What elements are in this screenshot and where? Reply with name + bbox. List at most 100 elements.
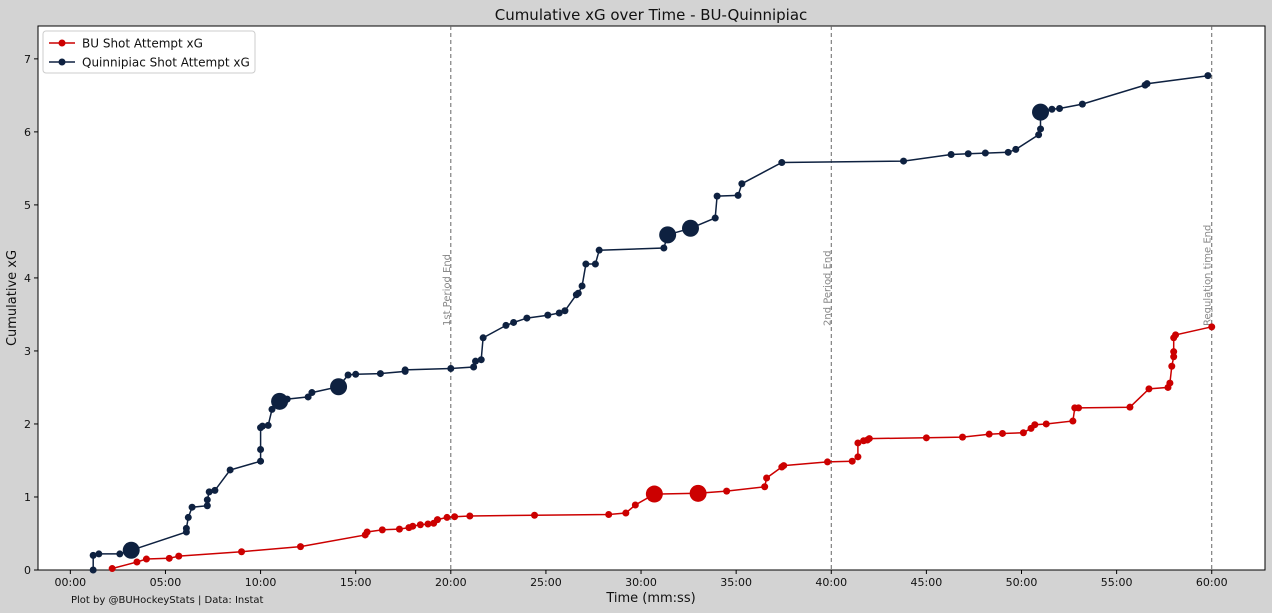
series-2-point (1143, 80, 1151, 88)
series-2-point (352, 370, 360, 378)
series-1-point (443, 513, 451, 521)
series-1-point (985, 430, 993, 438)
period-line-label-1: 1st Period End (442, 254, 453, 326)
series-2-point (308, 389, 316, 397)
series-2-point (344, 371, 352, 379)
x-tick-label: 20:00 (435, 576, 467, 589)
series-2-point (561, 307, 569, 315)
series-1-point (1208, 323, 1216, 331)
series-1-point (416, 521, 424, 529)
series-2-point (1056, 105, 1064, 113)
series-1-point (1019, 429, 1027, 437)
series-1-point (531, 511, 539, 519)
series-2-point (268, 405, 276, 413)
series-1-point (395, 525, 403, 533)
series-2-point (376, 370, 384, 378)
series-2-point (595, 246, 603, 254)
series-2-point (1204, 72, 1212, 80)
series-1-point (142, 555, 150, 563)
series-1-point (133, 558, 141, 566)
series-2-point (211, 486, 219, 494)
series-1-point (1166, 379, 1174, 387)
series-1-point (1172, 331, 1180, 339)
series-1-point (723, 487, 731, 495)
legend-label-1: BU Shot Attempt xG (82, 37, 203, 51)
period-line-label-3: Regulation time End (1203, 225, 1214, 326)
series-2-point (713, 192, 721, 200)
y-tick-label: 7 (24, 53, 31, 66)
period-lines: 1st Period End 2nd Period End Regulation t… (442, 26, 1214, 570)
legend-box (42, 30, 256, 74)
series-2-point (470, 363, 478, 371)
series-2-point (659, 226, 677, 244)
series-1-point (297, 543, 305, 551)
series-2-point (226, 466, 234, 474)
legend-marker-2 (58, 58, 66, 66)
series-2-point (555, 309, 563, 317)
series-2-point (203, 502, 211, 510)
series-2-point (660, 244, 668, 252)
series-2-point (184, 513, 192, 521)
series-1-point (238, 548, 246, 556)
x-tick-label: 05:00 (150, 576, 182, 589)
y-tick-label: 5 (24, 199, 31, 212)
y-axis-label: Cumulative xG (5, 250, 20, 346)
series-2-point (264, 421, 272, 429)
x-tick-label: 30:00 (625, 576, 657, 589)
series-2-point (271, 392, 289, 410)
series-2-point (477, 356, 485, 364)
series-2-point (122, 541, 140, 559)
y-tick-label: 6 (24, 126, 31, 139)
series-2-point (734, 191, 742, 199)
series-2-point (510, 318, 518, 326)
series-1-point (108, 565, 116, 573)
y-tick-label: 4 (24, 272, 31, 285)
series-2-point (116, 550, 124, 558)
series-2-point (203, 496, 211, 504)
series-2-point (1012, 145, 1020, 153)
series-layer (89, 72, 1216, 574)
series-1-point (424, 520, 432, 528)
series-1-point (848, 457, 856, 465)
series-2-point (95, 550, 103, 558)
series-2-point (258, 422, 266, 430)
series-2-point (711, 214, 719, 222)
series-1-point (1145, 385, 1153, 393)
series-1-point (1042, 420, 1050, 428)
series-1-point (959, 433, 967, 441)
plot-area (37, 25, 1266, 571)
series-2-point (283, 395, 291, 403)
legend-marker-1 (58, 39, 66, 47)
series-1-point (823, 458, 831, 466)
series-1-point (466, 512, 474, 520)
series-2-point (900, 157, 908, 165)
series-1-point (605, 511, 613, 519)
series-1-point (622, 509, 630, 517)
series-2-point (574, 289, 582, 297)
series-2-point (1032, 103, 1050, 121)
x-tick-label: 50:00 (1006, 576, 1038, 589)
series-2-point (738, 180, 746, 188)
period-line-label-2: 2nd Period End (822, 250, 833, 326)
series-1-point (780, 462, 788, 470)
x-tick-label: 45:00 (911, 576, 943, 589)
series-1-point (854, 439, 862, 447)
series-2-point (582, 260, 590, 268)
y-tick-label: 1 (24, 491, 31, 504)
series-1-point (1075, 404, 1083, 412)
y-tick-label: 3 (24, 345, 31, 358)
series-2-point (964, 150, 972, 158)
x-tick-label: 35:00 (720, 576, 752, 589)
series-2-point (591, 260, 599, 268)
chart-title: Cumulative xG over Time - BU-Quinnipiac (495, 6, 808, 24)
series-2-point (205, 488, 213, 496)
series-2-point (544, 311, 552, 319)
series-2-point (778, 159, 786, 167)
series-2-point (1037, 125, 1045, 133)
series-2-point (257, 446, 265, 454)
series-2-point (1048, 105, 1056, 113)
legend-label-2: Quinnipiac Shot Attempt xG (82, 56, 250, 70)
series-1-point (689, 484, 707, 502)
series-1-point (1031, 421, 1039, 429)
